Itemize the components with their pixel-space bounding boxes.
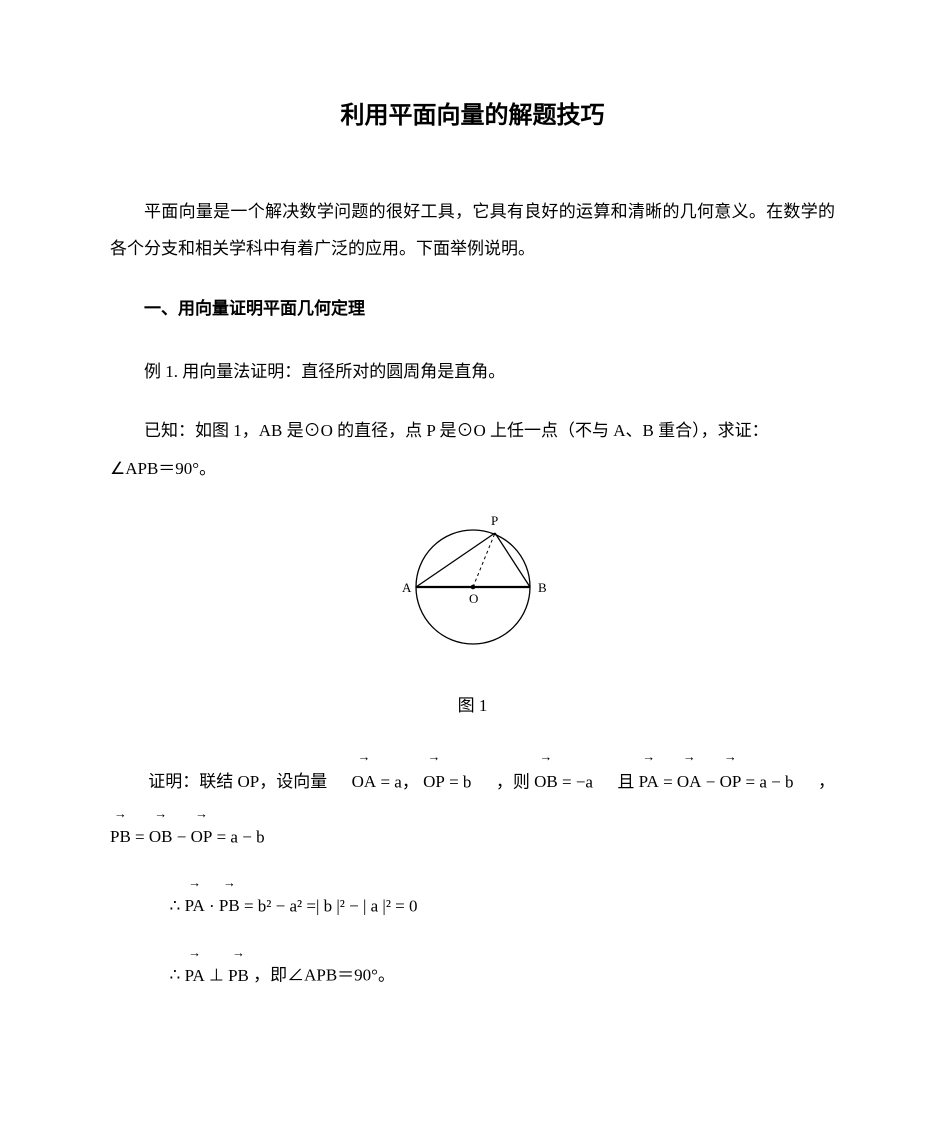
svg-text:B: B (538, 580, 547, 595)
vec-op: →OP (423, 754, 445, 801)
proof-line-1: 证明：联结 OP，设向量 →OA = a， →OP = b ，则 →OB = −… (110, 754, 835, 801)
vec-ob2: →OB (149, 811, 173, 854)
vec-op2: →OP (720, 754, 742, 801)
intro-paragraph: 平面向量是一个解决数学问题的很好工具，它具有良好的运算和清晰的几何意义。在数学的… (110, 193, 835, 268)
example-line: 例 1. 用向量法证明：直径所对的圆周角是直角。 (110, 353, 835, 390)
proof1-part4: 且 →PA = →OA − →OP = a − b (617, 754, 793, 801)
proof1-part1: 证明：联结 OP，设向量 (110, 763, 327, 800)
proof1-part3: ，则 →OB = −a (496, 754, 593, 801)
page-title: 利用平面向量的解题技巧 (110, 90, 835, 143)
proof1-part5: ， (818, 763, 835, 800)
figure-wrap: A B P O (110, 509, 835, 662)
vec-pa: →PA (639, 754, 659, 801)
proof-line-3: ∴ →PA · →PB = b² − a² =| b |² − | a |² =… (170, 880, 836, 923)
svg-text:A: A (402, 580, 412, 595)
vec-pa3: →PA (185, 949, 205, 992)
figure-diagram: A B P O (390, 509, 555, 649)
svg-text:P: P (491, 513, 498, 528)
svg-text:O: O (469, 591, 478, 606)
page: 利用平面向量的解题技巧 平面向量是一个解决数学问题的很好工具，它具有良好的运算和… (0, 0, 945, 1123)
figure-caption: 图 1 (110, 687, 835, 724)
vec-oa: →OA (352, 754, 377, 801)
given-prefix: 已知：如图 1，AB 是⊙O 的直径，点 P 是⊙O 上任一点（不与 A、B 重… (110, 412, 769, 449)
proof1-part2: →OA = a， →OP = b (352, 754, 472, 801)
proof-line-2: →PB = →OB − →OP = a − b (110, 811, 835, 854)
vec-oa2: →OA (677, 754, 702, 801)
proof-line-4: ∴ →PA ⊥ →PB ，即∠APB＝90°。 (170, 949, 836, 992)
vec-op3: →OP (191, 811, 213, 854)
vec-pb: →PB (110, 811, 131, 854)
vec-pb2: →PB (219, 880, 240, 923)
vec-ob: →OB (534, 754, 558, 801)
given-paragraph: 已知：如图 1，AB 是⊙O 的直径，点 P 是⊙O 上任一点（不与 A、B 重… (110, 412, 835, 487)
vec-pa2: →PA (185, 880, 205, 923)
vec-pb3: →PB (228, 949, 249, 992)
given-angle: ∠APB＝90°。 (110, 459, 216, 478)
section-heading: 一、用向量证明平面几何定理 (110, 290, 835, 327)
